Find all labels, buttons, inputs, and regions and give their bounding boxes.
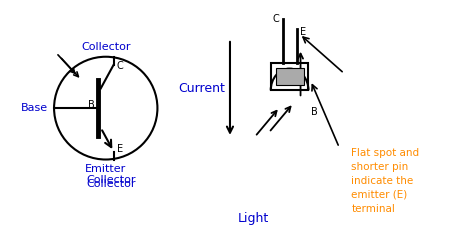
Text: Current: Current: [178, 82, 225, 95]
Text: Collector: Collector: [86, 179, 135, 189]
Text: Base: Base: [21, 103, 48, 113]
Bar: [276, 68, 304, 85]
Text: C: C: [117, 61, 123, 71]
Text: E: E: [117, 144, 123, 154]
Text: Collector: Collector: [81, 42, 130, 52]
Text: C: C: [273, 14, 280, 24]
Text: Flat spot and
shorter pin
indicate the
emitter (E)
terminal: Flat spot and shorter pin indicate the e…: [351, 148, 419, 214]
Text: E: E: [299, 27, 306, 37]
Text: Emitter: Emitter: [85, 164, 126, 174]
Bar: [271, 63, 308, 90]
Text: B: B: [312, 107, 318, 117]
Text: B: B: [88, 100, 95, 110]
Text: Light: Light: [238, 212, 269, 225]
Text: Collector: Collector: [86, 175, 135, 185]
